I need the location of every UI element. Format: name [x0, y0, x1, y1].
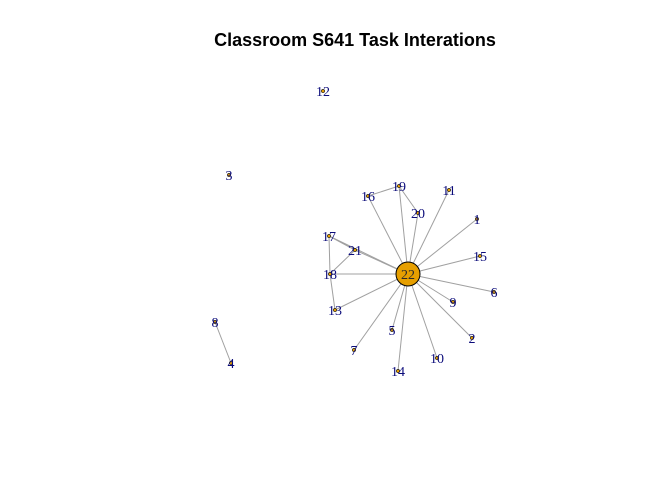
edge-18-21	[329, 249, 356, 275]
node-11-dot	[447, 188, 451, 192]
edge-22-13	[334, 273, 409, 311]
node-17-dot	[327, 234, 331, 238]
node-5: 5	[389, 324, 396, 339]
node-13-label: 13	[328, 304, 342, 319]
node-9: 9	[450, 296, 457, 311]
edge-16-19	[367, 185, 400, 197]
node-11-label: 11	[442, 184, 455, 199]
node-1: 1	[474, 213, 481, 228]
node-17: 17	[322, 230, 336, 245]
edge-22-10	[407, 273, 438, 359]
node-13: 13	[328, 304, 342, 319]
node-13-dot	[333, 308, 337, 312]
node-20: 20	[411, 207, 425, 222]
edge-22-7	[353, 273, 409, 351]
node-17-label: 17	[322, 230, 336, 245]
node-14-label: 14	[391, 365, 405, 380]
node-7-dot	[352, 348, 356, 352]
node-12-dot	[321, 89, 325, 93]
node-10-dot	[435, 356, 439, 360]
graph-title: Classroom S641 Task Interations	[214, 30, 496, 50]
node-12-label: 12	[316, 85, 330, 100]
node-19-dot	[397, 184, 401, 188]
node-6: 6	[491, 286, 498, 301]
node-1-label: 1	[474, 213, 481, 228]
node-2: 2	[469, 332, 476, 347]
node-15-label: 15	[473, 250, 487, 265]
node-3-dot	[227, 173, 231, 177]
edge-22-2	[407, 273, 473, 339]
node-11: 11	[442, 184, 455, 199]
node-8: 8	[212, 316, 219, 331]
edge-22-11	[407, 189, 450, 275]
node-22-label: 22	[401, 268, 415, 283]
node-21: 21	[348, 244, 362, 259]
node-2-label: 2	[469, 332, 476, 347]
node-1-dot	[475, 217, 479, 221]
node-20-dot	[416, 211, 420, 215]
edge-22-14	[397, 273, 409, 372]
node-19: 19	[392, 180, 406, 195]
node-19-label: 19	[392, 180, 406, 195]
node-22: 22	[395, 261, 421, 287]
node-14: 14	[391, 365, 405, 380]
node-14-dot	[396, 369, 400, 373]
edge-17-21	[328, 235, 356, 251]
node-18-dot	[328, 272, 332, 276]
node-4-dot	[229, 361, 233, 365]
node-10: 10	[430, 352, 444, 367]
edge-22-19	[398, 185, 409, 275]
node-5-label: 5	[389, 324, 396, 339]
node-6-dot	[492, 290, 496, 294]
node-18: 18	[323, 268, 337, 283]
node-15: 15	[473, 250, 487, 265]
node-5-dot	[390, 328, 394, 332]
node-16-label: 16	[361, 190, 375, 205]
edge-22-1	[407, 218, 478, 275]
node-16: 16	[361, 190, 375, 205]
node-22-circle	[395, 261, 421, 287]
node-16-dot	[366, 194, 370, 198]
node-10-label: 10	[430, 352, 444, 367]
edge-8-4	[214, 321, 232, 364]
edge-17-18	[328, 235, 331, 275]
node-4-label: 4	[228, 357, 235, 372]
node-3: 3	[226, 169, 233, 184]
node-4: 4	[228, 357, 235, 372]
node-21-label: 21	[348, 244, 362, 259]
edge-19-20	[398, 185, 419, 214]
node-3-label: 3	[226, 169, 233, 184]
node-7: 7	[351, 344, 358, 359]
node-20-label: 20	[411, 207, 425, 222]
node-2-dot	[470, 336, 474, 340]
node-21-dot	[353, 248, 357, 252]
node-15-dot	[478, 254, 482, 258]
node-9-dot	[451, 300, 455, 304]
node-6-label: 6	[491, 286, 498, 301]
node-9-label: 9	[450, 296, 457, 311]
node-8-dot	[213, 320, 217, 324]
node-12: 12	[316, 85, 330, 100]
edge-22-6	[407, 273, 495, 293]
edge-22-16	[367, 195, 409, 275]
node-7-label: 7	[351, 344, 358, 359]
edge-18-13	[329, 273, 336, 311]
node-18-label: 18	[323, 268, 337, 283]
node-8-label: 8	[212, 316, 219, 331]
